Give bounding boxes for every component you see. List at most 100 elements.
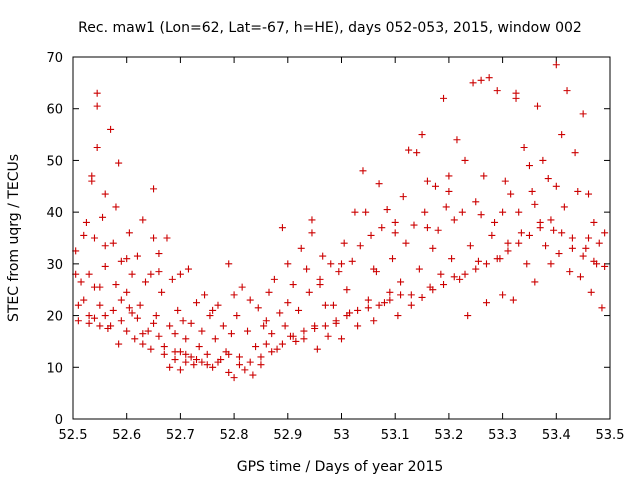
data-point-0-14: [90, 234, 98, 242]
data-point-0-86: [225, 368, 233, 376]
data-point-0-197: [517, 229, 525, 237]
data-point-0-40: [133, 252, 141, 260]
data-point-0-264: [450, 273, 458, 281]
data-point-0-214: [563, 87, 571, 95]
data-point-0-250: [300, 327, 308, 335]
data-point-0-70: [187, 319, 195, 327]
data-point-0-155: [407, 291, 415, 299]
data-point-0-154: [405, 146, 413, 154]
data-point-0-172: [453, 136, 461, 144]
data-point-0-135: [354, 322, 362, 330]
data-point-0-115: [303, 265, 311, 273]
data-point-0-91: [238, 283, 246, 291]
data-point-0-178: [469, 79, 477, 87]
data-point-0-137: [359, 167, 367, 175]
data-point-0-20: [99, 213, 107, 221]
data-point-0-65: [179, 317, 187, 325]
data-point-0-9: [85, 270, 93, 278]
data-point-0-228: [601, 262, 609, 270]
data-point-0-291: [316, 281, 324, 289]
data-point-0-53: [155, 332, 163, 340]
data-point-0-247: [268, 348, 276, 356]
data-point-0-144: [378, 224, 386, 232]
y-tick-label-3: 30: [46, 258, 63, 273]
data-point-0-202: [531, 278, 539, 286]
x-tick-label-1: 52.6: [112, 428, 141, 443]
data-point-0-51: [152, 312, 160, 320]
data-point-0-261: [418, 293, 426, 301]
data-point-0-42: [136, 301, 144, 309]
data-point-0-263: [440, 281, 448, 289]
data-point-0-170: [448, 255, 456, 263]
data-point-0-253: [332, 317, 340, 325]
data-point-0-215: [566, 268, 574, 276]
data-point-0-89: [233, 312, 241, 320]
data-point-0-246: [257, 353, 265, 361]
data-point-0-77: [203, 350, 211, 358]
data-point-0-98: [257, 361, 265, 369]
x-tick-label-2: 52.7: [166, 428, 195, 443]
data-point-0-254: [343, 312, 351, 320]
data-point-0-290: [262, 317, 270, 325]
data-point-0-110: [289, 281, 297, 289]
data-point-0-8: [85, 319, 93, 327]
data-point-0-180: [474, 257, 482, 265]
data-point-0-207: [544, 175, 552, 183]
data-point-0-140: [367, 231, 375, 239]
data-point-0-271: [525, 231, 533, 239]
data-point-0-34: [123, 288, 131, 296]
data-point-0-227: [598, 304, 606, 312]
data-point-0-147: [386, 288, 394, 296]
data-point-0-112: [295, 306, 303, 314]
data-point-0-175: [461, 156, 469, 164]
data-point-0-210: [552, 61, 560, 69]
data-point-0-12: [90, 314, 98, 322]
x-tick-label-7: 53.2: [434, 428, 463, 443]
data-point-0-41: [133, 314, 141, 322]
data-point-0-274: [558, 229, 566, 237]
data-point-0-81: [214, 301, 222, 309]
data-point-0-220: [579, 110, 587, 118]
data-point-0-107: [281, 322, 289, 330]
data-point-0-75: [198, 327, 206, 335]
data-point-0-27: [109, 306, 117, 314]
data-point-0-240: [193, 356, 201, 364]
data-point-0-285: [499, 208, 507, 216]
data-point-0-286: [552, 182, 560, 190]
data-point-0-148: [389, 255, 397, 263]
data-point-0-35: [123, 327, 131, 335]
data-point-0-275: [568, 244, 576, 252]
data-point-0-219: [576, 273, 584, 281]
data-point-0-185: [488, 231, 496, 239]
data-point-0-76: [201, 291, 209, 299]
y-axis-label: STEC from uqrg / TECUs: [6, 154, 22, 322]
data-point-0-195: [512, 94, 520, 102]
data-point-0-138: [362, 208, 370, 216]
data-point-0-46: [144, 327, 152, 335]
data-point-0-201: [528, 187, 536, 195]
data-point-0-218: [574, 187, 582, 195]
x-tick-label-6: 53.1: [381, 428, 410, 443]
data-point-0-294: [477, 211, 485, 219]
data-point-0-260: [407, 301, 415, 309]
data-point-0-212: [558, 131, 566, 139]
data-point-0-257: [375, 301, 383, 309]
data-point-0-139: [364, 296, 372, 304]
data-point-0-104: [273, 345, 281, 353]
data-point-0-153: [402, 239, 410, 247]
data-point-0-37: [125, 304, 133, 312]
x-tick-label-5: 53: [333, 428, 350, 443]
data-point-0-237: [160, 343, 168, 351]
data-point-0-249: [289, 332, 297, 340]
data-point-0-200: [525, 162, 533, 170]
data-point-0-288: [155, 268, 163, 276]
data-point-0-146: [383, 206, 391, 214]
data-point-0-83: [219, 322, 227, 330]
data-point-0-243: [225, 350, 233, 358]
data-point-0-160: [421, 208, 429, 216]
data-point-0-152: [399, 193, 407, 201]
data-point-0-3: [74, 317, 82, 325]
x-tick-label-3: 52.8: [220, 428, 249, 443]
data-point-0-38: [128, 270, 136, 278]
data-point-0-60: [171, 356, 179, 364]
